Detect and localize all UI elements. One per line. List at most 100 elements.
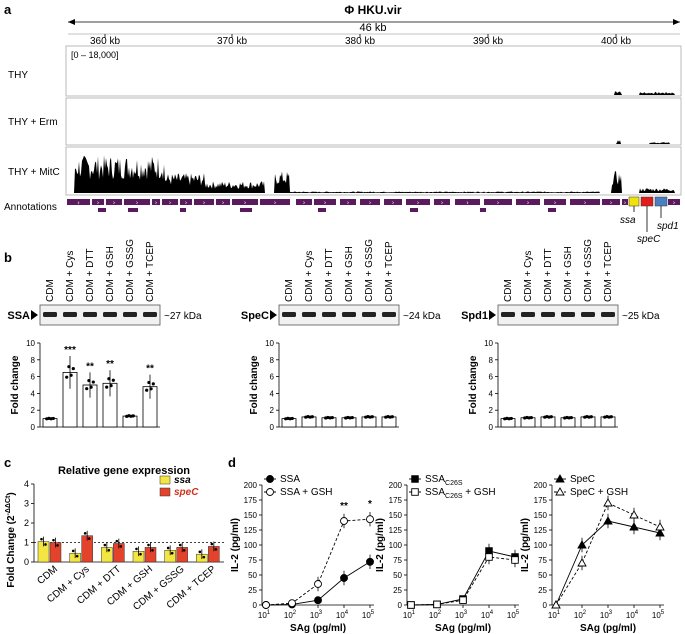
x-tick-label: 103 bbox=[310, 610, 323, 620]
strand-arrow-icon: › bbox=[610, 201, 612, 207]
data-point bbox=[551, 600, 561, 609]
strand-arrow-icon: › bbox=[97, 201, 99, 207]
y-tick-label: 8 bbox=[489, 356, 494, 365]
panel-c-label: c bbox=[4, 455, 11, 470]
annotations-label: Annotations bbox=[4, 202, 57, 213]
gene-annotations: › › › › › › › › › › › › › › › › › › › › › › › › › › bbox=[67, 199, 680, 212]
track-box-thy bbox=[65, 45, 682, 97]
gene-block bbox=[92, 199, 104, 205]
replicate-point bbox=[214, 548, 218, 551]
gene-block-reverse bbox=[98, 208, 106, 212]
blot-size-label: ~24 kDa bbox=[403, 311, 441, 322]
y-tick-label: 75 bbox=[538, 556, 547, 565]
significance-mark: *** bbox=[64, 345, 76, 356]
blot-band bbox=[43, 312, 57, 317]
replicate-point bbox=[87, 537, 91, 540]
y-tick-label: 25 bbox=[393, 586, 402, 595]
replicate-point bbox=[609, 415, 613, 419]
bar bbox=[341, 417, 357, 428]
legend-label: ssa bbox=[174, 475, 191, 486]
legend-label: SpeC + GSH bbox=[570, 487, 628, 498]
gene-block-reverse bbox=[128, 208, 138, 212]
series-line bbox=[555, 520, 661, 606]
blot-membrane bbox=[39, 304, 161, 326]
data-point bbox=[340, 574, 348, 582]
strand-arrow-icon: › bbox=[303, 201, 305, 207]
gene-block bbox=[67, 199, 90, 205]
gene-block bbox=[106, 199, 122, 205]
phage-title: Φ HKU.vir bbox=[344, 3, 402, 17]
gene-block bbox=[484, 199, 512, 205]
replicate-point bbox=[202, 555, 206, 559]
track-label-mitc: THY + MitC bbox=[8, 167, 60, 178]
y-tick-label: 25 bbox=[538, 586, 547, 595]
y-tick-label: 8 bbox=[270, 356, 275, 365]
data-point bbox=[314, 580, 322, 588]
strand-arrow-icon: › bbox=[185, 201, 187, 207]
data-point bbox=[366, 557, 374, 566]
data-point bbox=[340, 517, 348, 525]
data-point bbox=[577, 558, 587, 567]
y-tick-label: 175 bbox=[244, 496, 258, 505]
significance-mark: * bbox=[368, 499, 372, 510]
lane-label: CDM + TCEP bbox=[145, 241, 156, 302]
x-axis-label: SAg (pg/ml) bbox=[290, 623, 346, 634]
y-tick-label: 0 bbox=[489, 423, 494, 432]
lane-label: CDM + GSSG bbox=[125, 239, 136, 302]
blot-arrow-icon bbox=[489, 310, 496, 320]
blot-membrane bbox=[278, 304, 400, 326]
replicate-point bbox=[210, 542, 214, 546]
gene-block bbox=[260, 199, 290, 205]
lane-label: CDM + DTT bbox=[324, 248, 335, 302]
data-point bbox=[577, 540, 587, 549]
y-axis-label: IL-2 (pg/ml) bbox=[230, 518, 241, 572]
y-tick-label: 2 bbox=[31, 406, 36, 415]
lane-label: CDM + GSH bbox=[344, 246, 355, 302]
y-axis-label: IL-2 (pg/ml) bbox=[375, 518, 386, 572]
y-tick-label: 50 bbox=[538, 571, 547, 580]
y-tick-label: 6 bbox=[270, 373, 275, 382]
y-tick-label: 0 bbox=[31, 423, 36, 432]
x-tick-label: 104 bbox=[336, 610, 349, 620]
y-axis-label: Fold change bbox=[10, 355, 21, 414]
x-tick-label: 105 bbox=[652, 610, 665, 620]
y-tick-label: 100 bbox=[244, 541, 258, 550]
bar bbox=[560, 417, 576, 428]
y-tick-label: 3 bbox=[24, 499, 29, 509]
y-tick-label: 6 bbox=[489, 373, 494, 382]
data-point bbox=[266, 475, 274, 483]
y-tick-label: 8 bbox=[31, 356, 36, 365]
series-line bbox=[555, 502, 661, 606]
data-point bbox=[266, 488, 274, 496]
span-arrow-right-icon bbox=[673, 19, 680, 25]
y-tick-label: 2 bbox=[489, 406, 494, 415]
category-label: CDM bbox=[35, 564, 60, 587]
y-tick-label: 50 bbox=[248, 571, 257, 580]
panel-a-label: a bbox=[4, 2, 12, 17]
data-point bbox=[485, 553, 493, 561]
y-tick-label: 125 bbox=[389, 526, 403, 535]
strand-arrow-icon: › bbox=[155, 201, 157, 207]
gene-block bbox=[622, 199, 628, 205]
gene-block bbox=[516, 199, 540, 205]
y-tick-label: 75 bbox=[393, 556, 402, 565]
replicate-point bbox=[139, 552, 142, 556]
replicate-point bbox=[151, 549, 154, 552]
western-blots: CDM CDM + Cys CDM + DTT CDM + GSH CDM + GSSG… bbox=[7, 239, 660, 326]
replicate-point bbox=[40, 537, 43, 541]
gene-block-reverse bbox=[410, 208, 418, 212]
bar bbox=[321, 417, 337, 428]
legend-label: SSA + GSH bbox=[280, 487, 333, 498]
bar bbox=[361, 416, 377, 428]
strand-arrow-icon: › bbox=[347, 201, 349, 207]
data-point bbox=[603, 516, 613, 525]
legend-label: SSA bbox=[280, 474, 300, 485]
bar bbox=[520, 417, 536, 428]
replicate-point bbox=[589, 415, 593, 419]
legend-label: speC bbox=[174, 487, 199, 498]
significance-mark: ** bbox=[86, 361, 94, 372]
y-tick-label: 175 bbox=[389, 496, 403, 505]
gene-block bbox=[384, 199, 402, 205]
y-tick-label: 0 bbox=[398, 601, 403, 610]
